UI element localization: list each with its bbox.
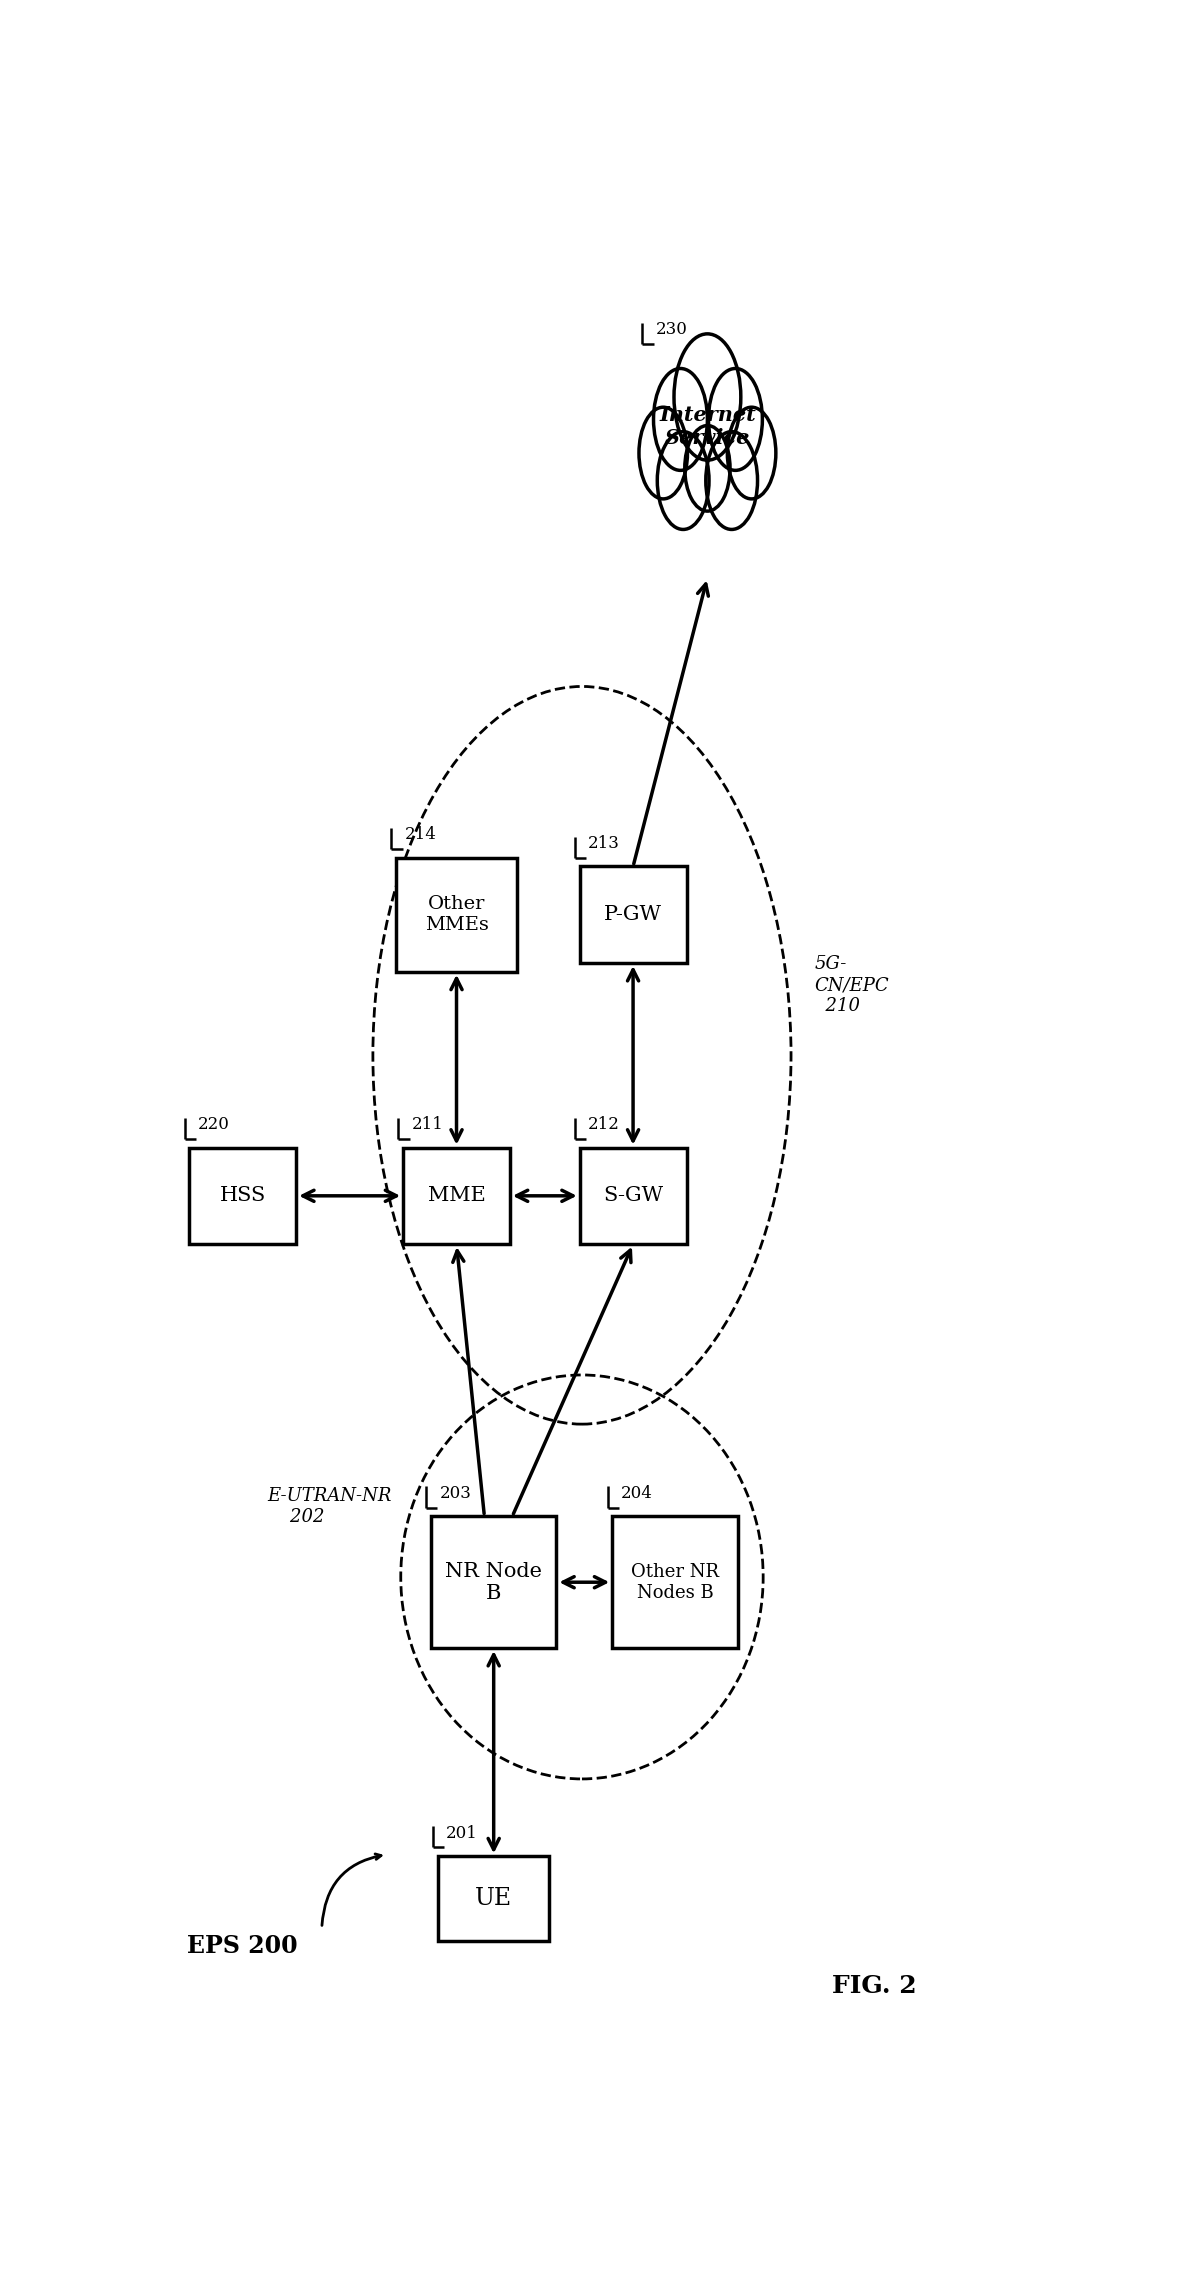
Circle shape (709, 370, 763, 470)
Text: Other
MMEs: Other MMEs (424, 896, 488, 935)
Circle shape (657, 431, 709, 529)
FancyBboxPatch shape (430, 1517, 556, 1649)
Text: EPS 200: EPS 200 (187, 1934, 297, 1957)
Text: S-GW: S-GW (603, 1186, 663, 1204)
Text: Internet
Service: Internet Service (659, 406, 755, 447)
Circle shape (653, 370, 707, 470)
FancyBboxPatch shape (438, 1857, 549, 1941)
Circle shape (728, 408, 776, 500)
FancyBboxPatch shape (403, 1147, 510, 1243)
Circle shape (685, 427, 730, 511)
Text: 5G-
CN/EPC
  210: 5G- CN/EPC 210 (814, 956, 888, 1015)
FancyBboxPatch shape (189, 1147, 296, 1243)
Circle shape (706, 431, 758, 529)
Text: 220: 220 (198, 1115, 229, 1134)
Text: 214: 214 (404, 826, 436, 844)
Text: 211: 211 (411, 1115, 444, 1134)
Text: E-UTRAN-NR
    202: E-UTRAN-NR 202 (267, 1487, 391, 1526)
Text: UE: UE (475, 1886, 512, 1909)
Text: NR Node
B: NR Node B (445, 1562, 542, 1604)
Text: Other NR
Nodes B: Other NR Nodes B (631, 1562, 719, 1601)
FancyBboxPatch shape (579, 1147, 687, 1243)
Text: 204: 204 (621, 1485, 652, 1501)
FancyBboxPatch shape (613, 1517, 737, 1649)
FancyBboxPatch shape (396, 858, 517, 972)
Text: FIG. 2: FIG. 2 (832, 1973, 917, 1998)
Text: HSS: HSS (219, 1186, 266, 1204)
Text: 201: 201 (446, 1825, 478, 1841)
Circle shape (639, 408, 687, 500)
Text: 212: 212 (588, 1115, 620, 1134)
Text: 230: 230 (656, 322, 687, 338)
Circle shape (674, 333, 741, 461)
Text: MME: MME (428, 1186, 486, 1204)
FancyBboxPatch shape (579, 867, 687, 963)
Text: P-GW: P-GW (604, 906, 662, 924)
Text: 213: 213 (588, 835, 620, 853)
Text: 203: 203 (439, 1485, 471, 1501)
